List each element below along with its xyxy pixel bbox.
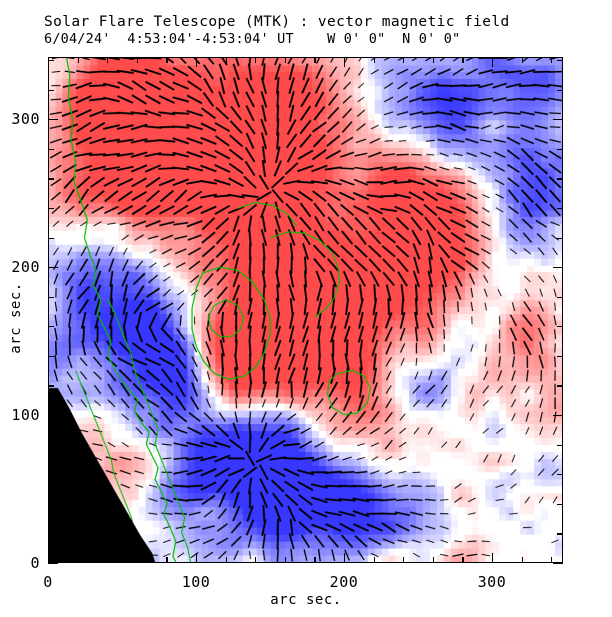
- figure-title-block: Solar Flare Telescope (MTK) : vector mag…: [44, 14, 584, 48]
- y-tick-left: [48, 267, 58, 269]
- x-tick-top: [225, 57, 227, 63]
- x-tick-label: 200: [329, 573, 359, 591]
- y-tick-right: [553, 267, 563, 269]
- x-tick-top: [255, 57, 257, 63]
- y-tick-right: [557, 237, 563, 239]
- y-tick-left: [48, 296, 54, 298]
- x-tick-bottom: [166, 557, 168, 563]
- y-tick-right: [557, 474, 563, 476]
- x-tick-bottom: [284, 557, 286, 563]
- y-tick-right: [553, 563, 563, 565]
- y-tick-left: [48, 148, 54, 150]
- x-tick-bottom: [373, 557, 375, 563]
- x-tick-top: [373, 57, 375, 63]
- y-tick-left: [48, 415, 58, 417]
- y-tick-right: [557, 148, 563, 150]
- x-tick-bottom: [107, 557, 109, 563]
- y-tick-left: [48, 474, 54, 476]
- y-tick-label: 0: [30, 554, 40, 572]
- y-tick-right: [557, 355, 563, 358]
- x-tick-top: [551, 57, 553, 63]
- y-tick-right: [557, 59, 563, 62]
- x-tick-bottom: [491, 553, 494, 563]
- x-tick-label: 0: [43, 573, 53, 591]
- y-tick-left: [48, 444, 54, 446]
- y-tick-label: 300: [11, 110, 40, 129]
- y-tick-left: [48, 119, 58, 121]
- x-tick-label: 100: [181, 573, 211, 591]
- y-tick-right: [553, 415, 563, 417]
- y-tick-right: [557, 326, 563, 328]
- y-tick-left: [48, 355, 54, 358]
- x-tick-top: [403, 57, 405, 63]
- y-axis-title: arc sec.: [8, 282, 24, 354]
- x-tick-label: 300: [477, 573, 507, 591]
- figure-title: Solar Flare Telescope (MTK) : vector mag…: [44, 14, 510, 30]
- y-tick-right: [557, 533, 563, 535]
- figure-subtitle: 6/04/24' 4:53:04'-4:53:04' UT W 0' 0" N …: [44, 31, 461, 47]
- x-tick-top: [77, 57, 79, 63]
- x-tick-bottom: [521, 557, 523, 563]
- x-tick-top: [284, 57, 286, 63]
- y-tick-left: [48, 178, 54, 180]
- x-tick-bottom: [136, 557, 138, 563]
- y-tick-right: [553, 119, 563, 121]
- y-tick-left: [48, 503, 54, 505]
- x-axis-title: arc sec.: [270, 592, 342, 608]
- y-tick-right: [557, 178, 563, 180]
- x-tick-top: [491, 57, 494, 67]
- x-tick-top: [136, 57, 138, 63]
- y-tick-left: [48, 207, 54, 210]
- y-tick-label: 200: [11, 258, 40, 277]
- y-tick-right: [557, 89, 563, 91]
- x-tick-bottom: [551, 557, 553, 563]
- y-tick-right: [557, 503, 563, 505]
- y-tick-right: [557, 296, 563, 298]
- y-tick-left: [48, 563, 58, 565]
- y-tick-right: [557, 385, 563, 387]
- y-tick-right: [557, 444, 563, 446]
- y-tick-left: [48, 237, 54, 239]
- x-tick-bottom: [462, 557, 464, 563]
- y-tick-left: [48, 326, 54, 328]
- x-tick-bottom: [225, 557, 227, 563]
- x-tick-top: [521, 57, 523, 63]
- x-tick-bottom: [432, 557, 434, 563]
- x-tick-bottom: [255, 557, 257, 563]
- x-tick-top: [166, 57, 168, 63]
- x-tick-bottom: [195, 553, 198, 563]
- x-tick-bottom: [343, 553, 346, 563]
- x-tick-bottom: [314, 557, 316, 563]
- x-tick-top: [343, 57, 346, 67]
- y-tick-right: [557, 207, 563, 210]
- plot-area: [48, 57, 563, 563]
- y-tick-left: [48, 59, 54, 62]
- x-tick-top: [432, 57, 434, 63]
- x-tick-top: [314, 57, 316, 63]
- y-tick-left: [48, 89, 54, 91]
- x-tick-top: [107, 57, 109, 63]
- x-tick-top: [195, 57, 198, 67]
- y-tick-left: [48, 533, 54, 535]
- y-tick-left: [48, 385, 54, 387]
- x-tick-top: [462, 57, 464, 63]
- x-tick-top: [48, 57, 50, 67]
- magnetogram-canvas: [49, 58, 562, 562]
- x-tick-bottom: [77, 557, 79, 563]
- y-tick-label: 100: [11, 406, 40, 425]
- x-tick-bottom: [48, 553, 50, 563]
- x-tick-bottom: [403, 557, 405, 563]
